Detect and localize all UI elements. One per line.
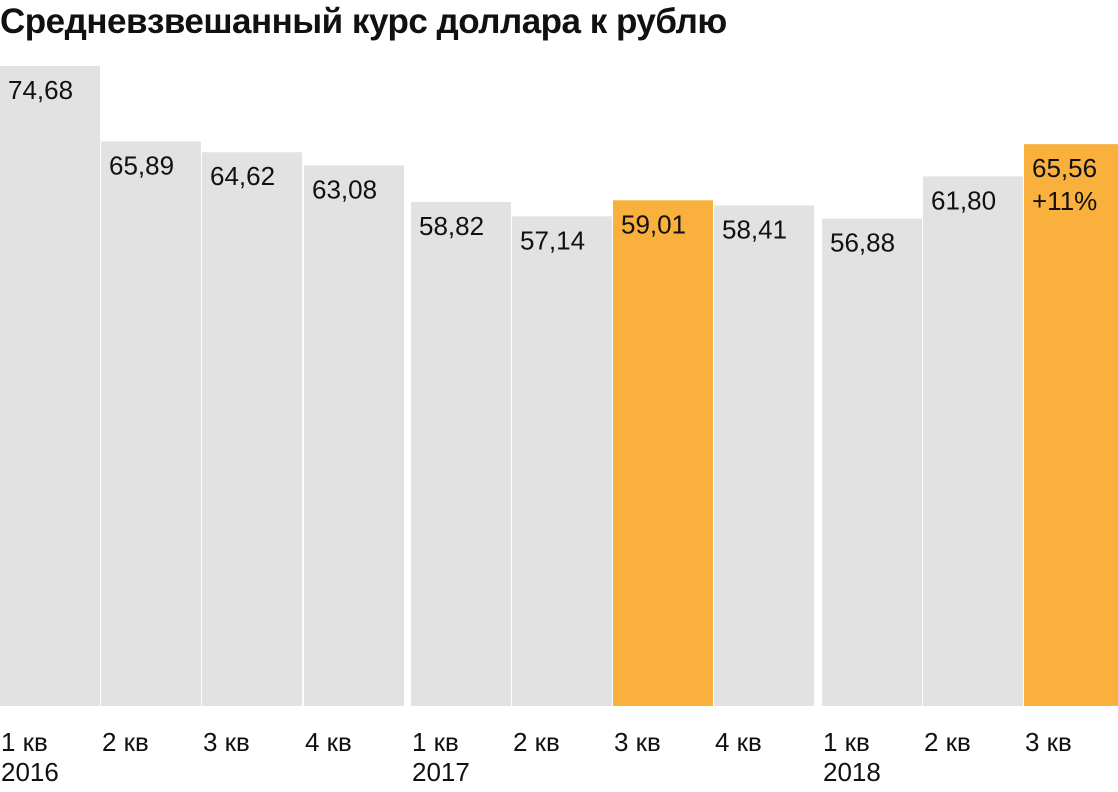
bar [101,141,201,706]
bar [512,216,612,706]
x-tick-label-quarter: 1 кв [412,727,459,757]
x-tick-label-year: 2016 [1,757,59,787]
bar [613,200,713,707]
bar-value-label: 57,14 [520,225,585,255]
bar-value-label: 64,62 [210,161,275,191]
x-tick-label-quarter: 3 кв [614,727,661,757]
x-tick-label-quarter: 4 кв [715,727,762,757]
value-labels-group: 74,68 65,89 64,62 63,08 58,82 57,14 59,01 58,41… [8,75,1097,258]
bar-value-label: 58,82 [419,211,484,241]
x-tick-label-quarter: 1 кв [823,727,870,757]
bar-value-label: 58,41 [722,214,787,244]
x-tick-label-quarter: 3 кв [1025,727,1072,757]
x-tick-label-year: 2017 [412,757,470,787]
bar-value-label: 61,80 [931,185,996,215]
bar [0,66,100,706]
bar-annotation: +11% [1032,186,1097,216]
bar [304,165,404,706]
x-tick-label-quarter: 1 кв [1,727,48,757]
chart-title: Средневзвешанный курс доллара к рублю [0,2,727,41]
bar-value-label: 59,01 [621,209,686,239]
bars-group [0,66,1118,707]
bar-value-label: 63,08 [312,174,377,204]
bar-value-label: 74,68 [8,75,73,105]
bar [1024,144,1118,706]
x-tick-label-quarter: 2 кв [102,727,149,757]
bar [202,152,302,706]
x-tick-label-quarter: 3 кв [203,727,250,757]
x-tick-label-quarter: 2 кв [513,727,560,757]
bar-value-label: 56,88 [830,228,895,258]
bar [822,218,922,706]
bar [411,201,511,706]
bar-value-label: 65,89 [109,150,174,180]
x-tick-label-quarter: 4 кв [305,727,352,757]
bar [714,205,814,706]
bar-value-label: 65,56 [1032,153,1097,183]
bar [923,176,1023,706]
x-tick-label-year: 2018 [823,757,881,787]
x-tick-label-quarter: 2 кв [924,727,971,757]
